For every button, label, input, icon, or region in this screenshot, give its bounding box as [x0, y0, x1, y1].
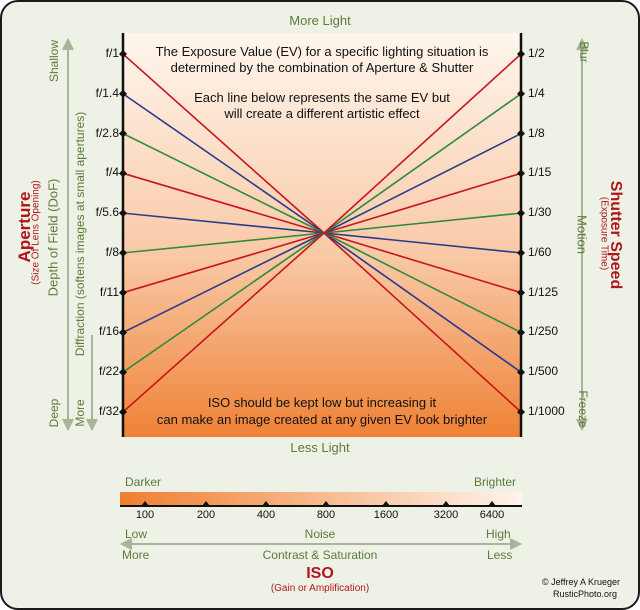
- iso-tick-marker: [488, 501, 496, 506]
- stop-tick-marker: [119, 368, 127, 377]
- shutter-speed-label: 1/2: [528, 46, 545, 60]
- dof-shallow-label: Shallow: [47, 39, 61, 83]
- motion-label: Motion: [574, 214, 590, 255]
- shutter-speed-label: 1/30: [528, 205, 552, 220]
- stop-tick-marker: [119, 169, 127, 178]
- stop-tick-marker: [119, 50, 127, 58]
- intro-text-line1: The Exposure Value (EV) for a specific l…: [155, 44, 489, 59]
- iso-value-label: 800: [316, 509, 336, 521]
- iso-darker-label: Darker: [125, 475, 162, 489]
- shutter-speed-label: 1/8: [528, 125, 545, 140]
- diffraction-more-label: More: [73, 399, 87, 427]
- ev-text-line1: Each line below represents the same EV b…: [194, 90, 450, 105]
- motion-freeze-label: Freeze: [576, 390, 590, 428]
- iso-tick-marker: [262, 501, 270, 506]
- stop-tick-marker: [517, 248, 525, 257]
- less-light-label: Less Light: [290, 440, 350, 455]
- iso-title: ISO: [306, 565, 334, 582]
- aperture-stop-label: f/16: [98, 324, 119, 339]
- shutter-speed-label: 1/60: [528, 244, 552, 259]
- shutter-speed-label: 1/125: [528, 284, 559, 299]
- aperture-stop-label: f/32: [98, 404, 119, 418]
- noise-label: Noise: [304, 527, 336, 541]
- shutter-speed-label: 1/4: [528, 85, 545, 100]
- stop-tick-marker: [517, 408, 525, 416]
- intro-text-line2: determined by the combination of Apertur…: [170, 60, 474, 75]
- iso-tick-marker: [141, 501, 149, 506]
- aperture-stop-label: f/4: [105, 165, 119, 180]
- diffraction-arrow: [86, 335, 98, 432]
- ev-text-line2: will create a different artistic effect: [224, 106, 420, 121]
- aperture-stop-label: f/1: [105, 46, 119, 60]
- stop-tick-marker: [517, 50, 525, 58]
- aperture-stop-label: f/2.8: [95, 125, 119, 140]
- aperture-subtitle: (Size Of Lens Opening): [30, 180, 42, 285]
- dof-arrow: [62, 37, 74, 432]
- stop-tick-marker: [119, 248, 127, 257]
- aperture-stop-label: f/1.4: [95, 85, 119, 100]
- iso-value-label: 3200: [433, 509, 459, 521]
- stop-tick-marker: [517, 368, 525, 377]
- stop-tick-marker: [517, 328, 525, 337]
- aperture-stop-label: f/22: [98, 364, 119, 379]
- motion-blur-label: Blur: [577, 41, 591, 63]
- iso-tick-marker: [202, 501, 210, 506]
- iso-gradient-bar: [120, 492, 522, 506]
- contrast-less-label: Less: [487, 548, 513, 562]
- shutter-speed-label: 1/15: [528, 165, 552, 180]
- stop-tick-marker: [517, 288, 525, 297]
- motion-arrow: [576, 37, 588, 432]
- iso-note-line2: can make an image created at any given E…: [156, 412, 488, 427]
- stop-tick-marker: [119, 209, 127, 218]
- contrast-more-label: More: [122, 548, 150, 562]
- iso-subtitle: (Gain or Amplification): [270, 583, 370, 594]
- iso-tick-marker: [322, 501, 330, 506]
- iso-value-label: 200: [196, 509, 216, 521]
- contrast-label: Contrast & Saturation: [262, 548, 378, 562]
- stop-tick-marker: [119, 288, 127, 297]
- shutter-speed-label: 1/1000: [528, 404, 565, 418]
- iso-value-label: 6400: [479, 509, 505, 521]
- stop-tick-marker: [119, 129, 127, 138]
- noise-low-label: Low: [125, 527, 148, 541]
- credit-line2: RusticPhoto.org: [553, 589, 618, 599]
- iso-value-label: 1600: [373, 509, 399, 521]
- ev-line: [122, 53, 522, 413]
- stop-tick-marker: [517, 209, 525, 218]
- aperture-stop-label: f/8: [105, 244, 119, 259]
- stop-tick-marker: [119, 328, 127, 337]
- stop-tick-marker: [517, 129, 525, 138]
- iso-value-label: 400: [256, 509, 276, 521]
- noise-high-label: High: [486, 527, 511, 541]
- dof-deep-label: Deep: [47, 398, 61, 428]
- iso-brighter-label: Brighter: [474, 475, 517, 489]
- stop-tick-marker: [517, 89, 525, 98]
- aperture-stop-label: f/5.6: [95, 205, 119, 220]
- stop-tick-marker: [517, 169, 525, 178]
- stop-tick-marker: [119, 89, 127, 98]
- shutter-speed-label: 1/250: [528, 324, 559, 339]
- noise-arrow: [119, 538, 523, 550]
- aperture-stop-label: f/11: [99, 284, 119, 299]
- iso-tick-marker: [442, 501, 450, 506]
- dof-label: Depth of Field (DoF): [45, 178, 61, 297]
- shutter-subtitle: (Exposure Time): [598, 196, 610, 271]
- credit-line1: © Jeffrey A Krueger: [542, 577, 621, 587]
- iso-value-label: 100: [135, 509, 155, 521]
- more-light-label: More Light: [289, 13, 351, 28]
- diffraction-label: Diffraction (softens images at small ape…: [73, 111, 87, 357]
- iso-note-line1: ISO should be kept low but increasing it: [207, 395, 437, 410]
- iso-tick-marker: [382, 501, 390, 506]
- shutter-speed-label: 1/500: [528, 364, 559, 379]
- stop-tick-marker: [119, 408, 127, 416]
